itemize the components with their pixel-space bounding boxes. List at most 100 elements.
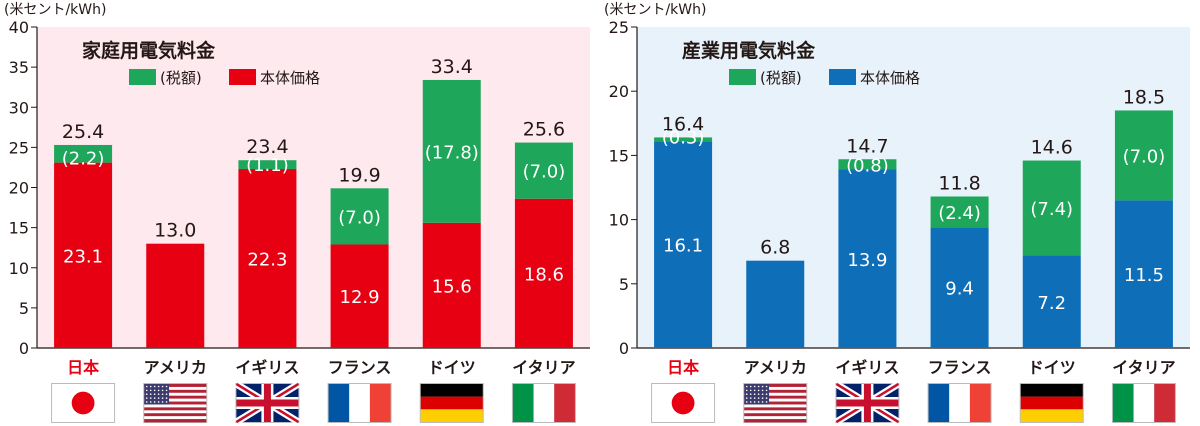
bar-total-label: 14.6 [1031,137,1073,159]
flag-band [969,384,991,422]
flag-band [369,384,391,422]
flag-star [157,393,160,396]
flag-star [745,397,748,399]
bar-tax [654,137,713,142]
flag-star [745,385,748,388]
flag-band [349,384,370,422]
flag-star [757,401,760,403]
flag-star [753,389,756,392]
flag-star [165,385,168,388]
bar-base [146,243,205,348]
flag-band [554,384,575,422]
legend-swatch-tax [729,69,756,85]
flag-star [765,385,768,388]
flag-star [145,397,148,399]
flag-stripe [144,389,207,394]
bar-base [514,198,573,348]
bar-tax [514,142,573,199]
y-tick-label: 15 [609,146,629,165]
bar-tax-label: (7.0) [1123,146,1166,167]
y-tick-label: 5 [619,275,629,294]
flag-star [749,389,752,392]
category-label: ドイツ [1028,358,1076,377]
y-tick-label: 15 [9,219,29,238]
flag-stripe [744,404,807,408]
flag-star [761,389,764,392]
flag-stripe [744,384,807,388]
flag-star [149,389,152,392]
bar-total-label: 19.9 [338,164,380,186]
flag-stripe [144,384,207,388]
bar-base [654,141,713,348]
flag-star [765,401,768,403]
flag-stripe [744,416,807,420]
legend-label-tax: (税額) [160,69,202,87]
flag-stripe [144,395,207,399]
flag-star [149,385,152,388]
bar-tax-label: (2.2) [62,149,105,170]
bar-base [54,162,113,348]
flag-band [420,384,483,397]
flag-stripe [144,386,207,391]
y-tick-label: 10 [609,211,629,230]
flag-stripe [744,419,807,423]
bar-base-label: 11.5 [1124,265,1164,286]
flag-band [328,384,350,422]
flag-star [753,401,756,403]
flag-star [745,401,748,403]
flag-star [749,393,752,396]
bar-total-label: 6.8 [760,237,790,259]
bar-tax [1022,160,1081,256]
flag-star [161,401,164,403]
bar-tax [54,144,113,163]
bar-base [1022,255,1081,348]
flag-band [1020,384,1083,397]
flag-star [757,389,760,392]
flag-stripe [744,413,807,417]
flag-star [761,393,764,396]
bar-base [838,169,897,348]
bar-base-label: 18.6 [524,264,564,285]
flag-star [753,385,756,388]
flag-star [157,389,160,392]
category-label: イタリア [512,358,575,377]
bar-base-label: 12.9 [340,287,380,308]
y-tick-label: 35 [9,58,29,77]
flag-star [165,397,168,399]
bar-base [238,169,297,348]
flag-stripe [744,395,807,399]
flag-band [420,409,483,422]
category-label: 日本 [67,358,99,377]
flag-star [761,397,764,399]
legend-label-base: 本体価格 [260,69,320,87]
flag-star [145,389,148,392]
bar-base-label: 9.4 [945,279,974,300]
flag-stripe [744,389,807,394]
flag-star [749,397,752,399]
y-tick-label: 5 [19,299,29,318]
flag-band [420,396,483,410]
bar-tax-label: (7.0) [523,162,566,183]
chart-title: 家庭用電気料金 [82,39,216,62]
flag-stripe [144,404,207,408]
flag-star [745,389,748,392]
flag-star [165,401,168,403]
y-tick-label: 0 [19,339,29,358]
flag-star [753,397,756,399]
unit-label: (米セント/kWh) [604,2,706,18]
flag-star [165,389,168,392]
flag-star [157,401,160,403]
flag-stripe [744,410,807,414]
flag-star [765,389,768,392]
flag-sun [71,391,95,415]
flag-star [765,393,768,396]
flag-band [1154,384,1175,422]
flag-star [145,385,148,388]
flag-star [749,401,752,403]
flag-canton [144,384,170,405]
flag-star [149,401,152,403]
category-label: アメリカ [144,358,207,377]
flag-star [761,401,764,403]
flag-band [928,384,950,422]
